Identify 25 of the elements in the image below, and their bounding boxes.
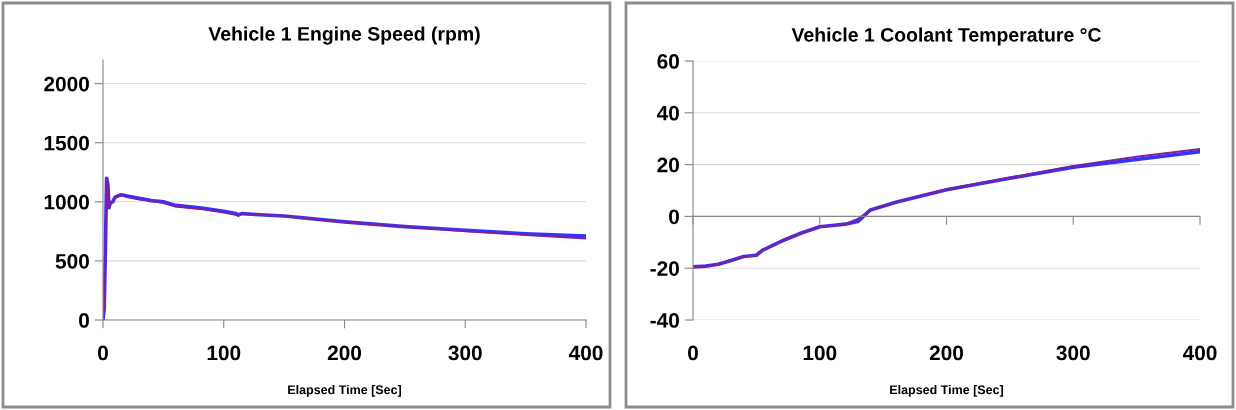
x-tick-label: 300 bbox=[448, 345, 482, 361]
y-tick-label: 2000 bbox=[44, 76, 89, 92]
chart-title: Vehicle 1 Coolant Temperature °C bbox=[791, 27, 1101, 46]
y-tick-label: 40 bbox=[656, 105, 679, 121]
chart-title: Vehicle 1 Engine Speed (rpm) bbox=[208, 26, 480, 45]
y-tick-label: 1000 bbox=[44, 194, 89, 210]
x-tick-label: 100 bbox=[207, 345, 241, 361]
x-axis-title: Elapsed Time [Sec] bbox=[288, 385, 401, 397]
y-tick-label: 0 bbox=[669, 209, 679, 225]
x-tick-label: 400 bbox=[1182, 345, 1217, 361]
y-tick-label: 0 bbox=[79, 313, 89, 328]
y-tick-label: 500 bbox=[55, 253, 89, 269]
x-tick-label: 200 bbox=[929, 345, 964, 361]
x-tick-label: 400 bbox=[568, 345, 603, 361]
y-tick-label: 1500 bbox=[44, 135, 89, 151]
y-tick-label: -20 bbox=[650, 261, 679, 276]
x-tick-label: 0 bbox=[688, 345, 698, 361]
y-tick-label: 20 bbox=[657, 157, 679, 173]
y-tick-label: -40 bbox=[650, 313, 679, 328]
x-tick-label: 200 bbox=[327, 345, 362, 361]
y-tick-label: 60 bbox=[657, 54, 679, 69]
x-axis-title: Elapsed Time [Sec] bbox=[890, 385, 1003, 397]
x-tick-label: 100 bbox=[803, 345, 837, 361]
x-tick-label: 300 bbox=[1056, 345, 1090, 361]
x-tick-label: 0 bbox=[98, 345, 108, 361]
